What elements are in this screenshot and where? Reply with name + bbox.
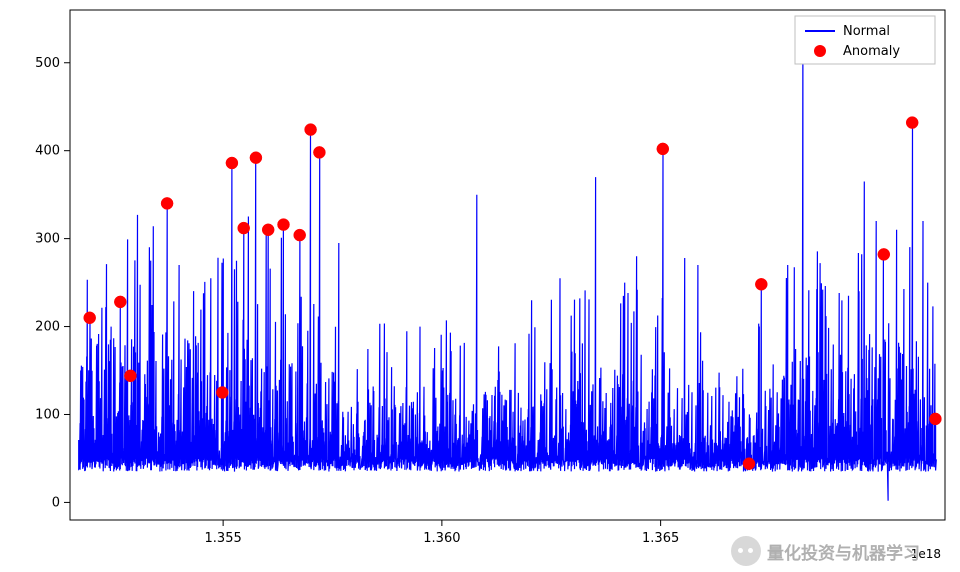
anomaly-point [250,152,262,164]
anomaly-point [906,117,918,129]
svg-text:500: 500 [35,56,60,71]
anomaly-point [657,143,669,155]
anomaly-point [929,413,941,425]
legend-anomaly-label: Anomaly [843,44,900,59]
svg-text:1.355: 1.355 [205,531,242,546]
svg-text:200: 200 [35,320,60,335]
anomaly-point [124,370,136,382]
anomaly-point [238,222,250,234]
anomaly-point [878,248,890,260]
svg-text:400: 400 [35,144,60,159]
svg-text:1.360: 1.360 [423,531,460,546]
svg-text:1e18: 1e18 [911,547,941,561]
anomaly-point [313,146,325,158]
legend-normal-label: Normal [843,24,890,39]
svg-text:1.365: 1.365 [642,531,679,546]
anomaly-point [278,219,290,231]
anomaly-point [84,312,96,324]
anomaly-point [161,197,173,209]
anomaly-point [743,458,755,470]
anomaly-point [226,157,238,169]
anomaly-point [294,229,306,241]
anomaly-point [305,124,317,136]
anomaly-point [755,278,767,290]
legend: Normal Anomaly [795,16,935,64]
anomaly-point [262,224,274,236]
anomaly-point [114,296,126,308]
chart-svg: 0 100 200 300 400 500 1.355 1.360 1.365 1e18 Norma… [0,0,960,572]
anomaly-chart: 0 100 200 300 400 500 1.355 1.360 1.365 1e18 Norma… [0,0,960,572]
normal-line [79,31,937,501]
svg-text:300: 300 [35,232,60,247]
svg-text:0: 0 [52,495,60,510]
anomaly-point [216,387,228,399]
svg-text:100: 100 [35,407,60,422]
